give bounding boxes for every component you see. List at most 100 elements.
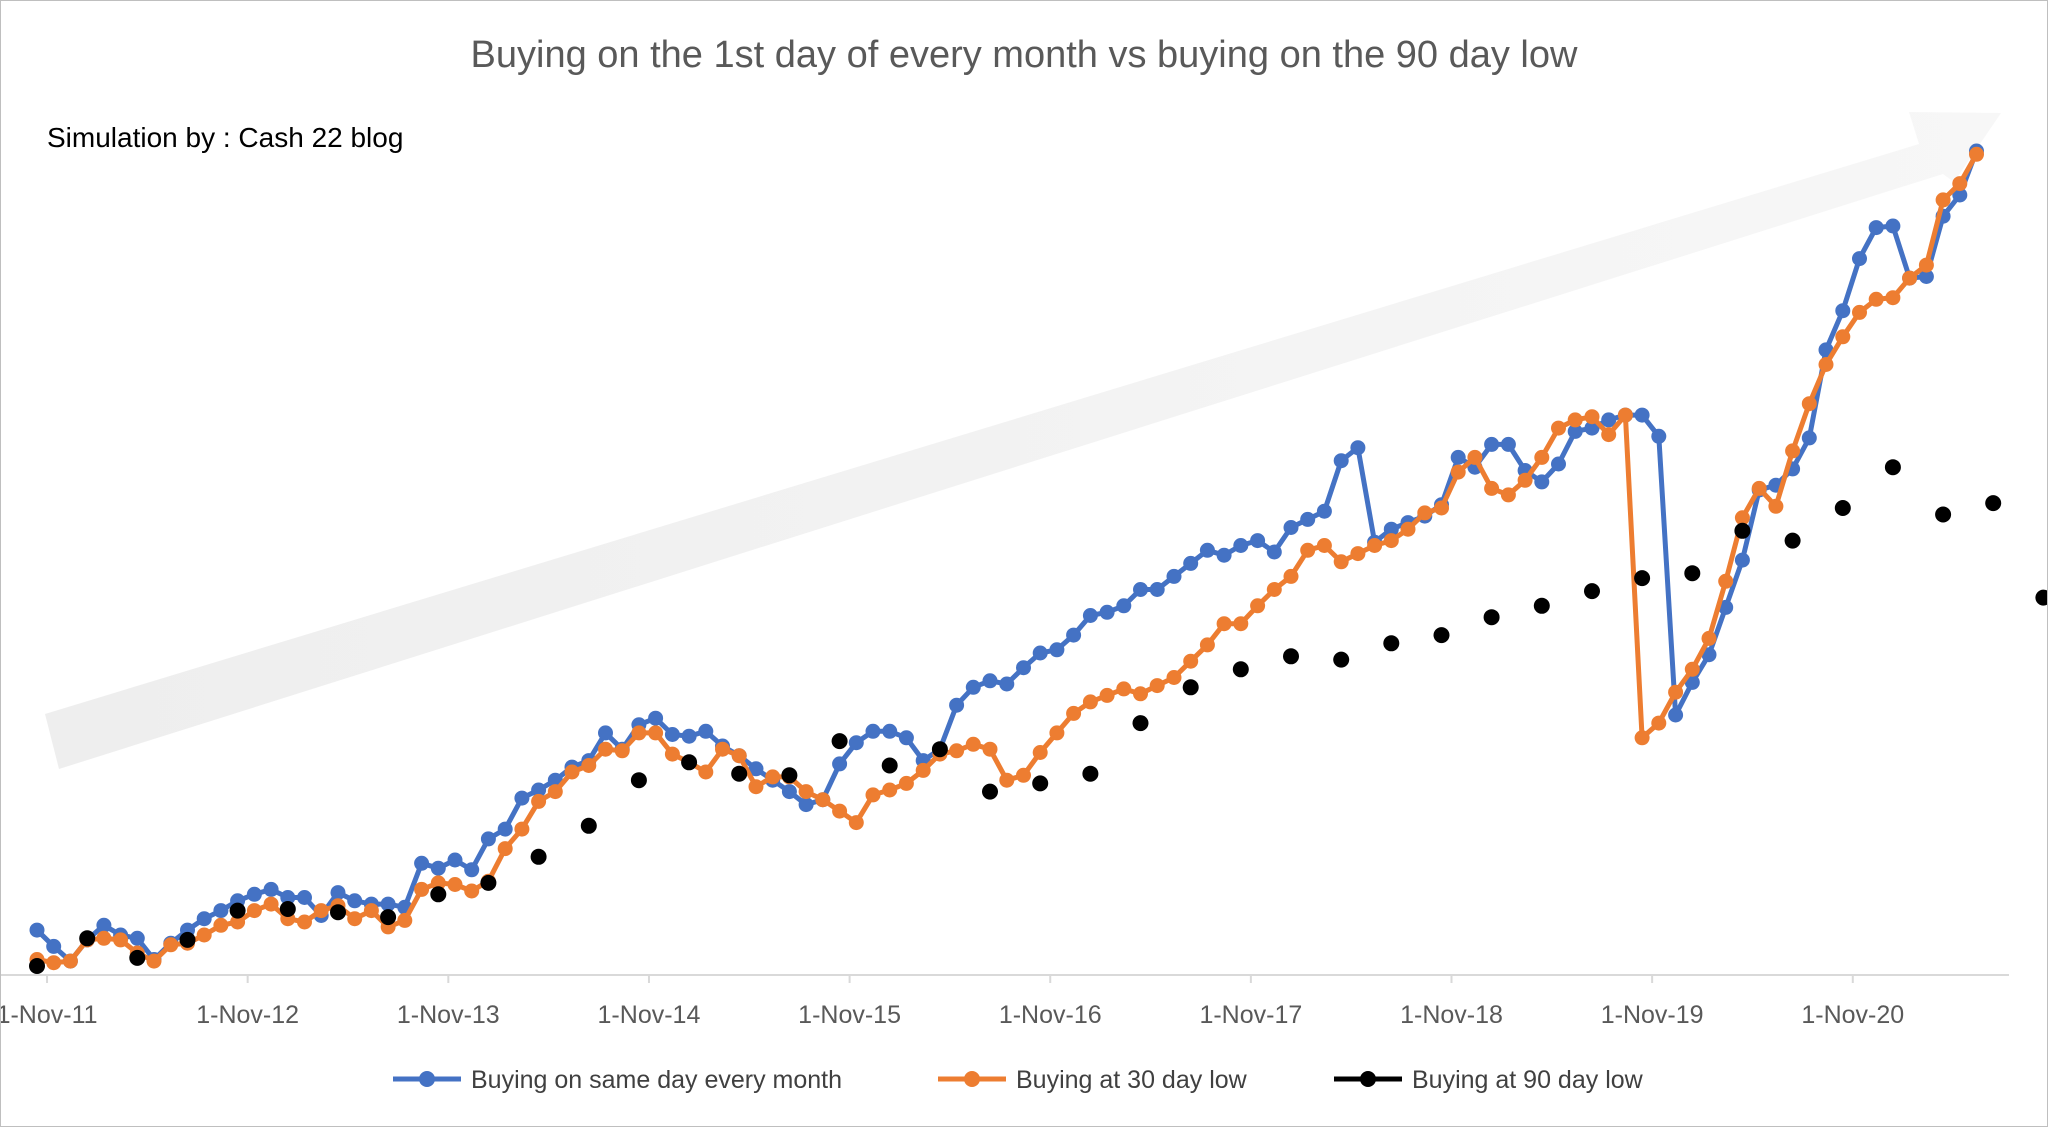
data-point xyxy=(1885,218,1901,234)
data-point xyxy=(1450,464,1466,480)
data-point xyxy=(313,903,329,919)
data-point xyxy=(949,697,965,713)
data-point xyxy=(263,881,279,897)
data-point xyxy=(1266,582,1282,597)
data-point xyxy=(1182,679,1199,696)
data-point xyxy=(630,772,647,789)
data-point xyxy=(832,803,848,819)
data-point xyxy=(1132,715,1149,732)
data-point xyxy=(46,938,62,954)
data-point xyxy=(1283,648,1299,665)
data-point xyxy=(1834,500,1851,516)
data-point xyxy=(497,841,513,857)
legend-item: Buying at 90 day low xyxy=(1334,1066,1644,1094)
data-point xyxy=(414,881,430,897)
data-point xyxy=(881,757,898,774)
data-point xyxy=(1584,583,1600,600)
data-point xyxy=(982,783,998,800)
data-point xyxy=(580,817,597,834)
data-point xyxy=(1601,427,1617,443)
data-point xyxy=(1383,521,1399,537)
data-point xyxy=(1367,538,1383,553)
data-point xyxy=(698,723,714,739)
data-point xyxy=(531,782,547,798)
trend-arrow xyxy=(45,112,2001,769)
series-2 xyxy=(29,146,1984,971)
data-point xyxy=(246,886,262,902)
data-point xyxy=(129,949,146,966)
data-point xyxy=(1617,407,1633,423)
x-tick-label: 1-Nov-17 xyxy=(1199,1001,1302,1029)
series-3 xyxy=(29,459,2047,974)
data-point xyxy=(530,848,547,865)
data-point xyxy=(1500,436,1516,452)
legend-label: Buying at 90 day low xyxy=(1412,1066,1644,1094)
data-point xyxy=(196,927,212,943)
data-point xyxy=(213,917,229,933)
data-point xyxy=(1450,449,1466,465)
data-point xyxy=(648,710,664,726)
data-point xyxy=(1183,653,1199,669)
legend-swatch-marker xyxy=(1360,1071,1376,1087)
data-point xyxy=(1567,423,1583,439)
data-point xyxy=(1601,412,1617,428)
data-point xyxy=(1266,544,1282,560)
data-point xyxy=(1316,538,1332,553)
data-point xyxy=(781,784,797,800)
data-point xyxy=(1551,420,1566,436)
data-point xyxy=(965,679,981,695)
x-tick-label: 1-Nov-16 xyxy=(999,1001,1102,1029)
data-point xyxy=(1517,472,1533,488)
data-point xyxy=(1935,506,1952,523)
data-point xyxy=(397,912,413,928)
data-point xyxy=(1082,694,1098,710)
data-point xyxy=(263,896,279,912)
data-point xyxy=(581,758,597,773)
data-point xyxy=(246,903,262,919)
data-point xyxy=(230,914,246,930)
data-point xyxy=(1952,187,1968,203)
data-point xyxy=(480,831,496,847)
data-point xyxy=(1383,533,1399,549)
series-1 xyxy=(29,143,1984,969)
data-point xyxy=(1668,707,1684,723)
legend-label: Buying at 30 day low xyxy=(1016,1066,1248,1094)
data-point xyxy=(297,914,312,930)
chart-title: Buying on the 1st day of every month vs … xyxy=(471,34,1578,76)
data-point xyxy=(1350,546,1366,562)
x-tick-label: 1-Nov-12 xyxy=(196,1001,299,1029)
data-point xyxy=(96,930,112,946)
data-point xyxy=(781,767,798,784)
data-point xyxy=(731,765,748,782)
data-point xyxy=(1500,487,1516,503)
data-point xyxy=(347,893,363,909)
data-point xyxy=(664,746,680,762)
data-point xyxy=(1433,627,1450,644)
data-point xyxy=(1701,630,1717,646)
data-point xyxy=(1434,500,1449,516)
data-point xyxy=(163,937,179,953)
data-point xyxy=(1032,775,1049,792)
data-point xyxy=(1534,449,1550,465)
data-point xyxy=(62,953,78,969)
data-point xyxy=(898,730,914,746)
x-tick-label: 1-Nov-19 xyxy=(1601,1001,1704,1029)
data-point xyxy=(848,735,864,751)
data-point xyxy=(1484,480,1500,496)
data-point xyxy=(1400,521,1416,537)
data-point xyxy=(1300,511,1316,527)
data-point xyxy=(1133,686,1148,702)
data-point xyxy=(681,728,697,744)
data-point xyxy=(564,764,580,780)
data-point xyxy=(213,903,229,919)
data-point xyxy=(1133,582,1148,597)
legend-item: Buying on same day every month xyxy=(393,1066,842,1094)
data-point xyxy=(815,792,831,808)
data-point xyxy=(279,901,296,917)
data-point xyxy=(832,756,848,772)
legend-item: Buying at 30 day low xyxy=(938,1066,1248,1094)
x-tick-label: 1-Nov-14 xyxy=(598,1001,701,1029)
data-point xyxy=(1016,660,1031,676)
data-point xyxy=(1049,642,1065,658)
